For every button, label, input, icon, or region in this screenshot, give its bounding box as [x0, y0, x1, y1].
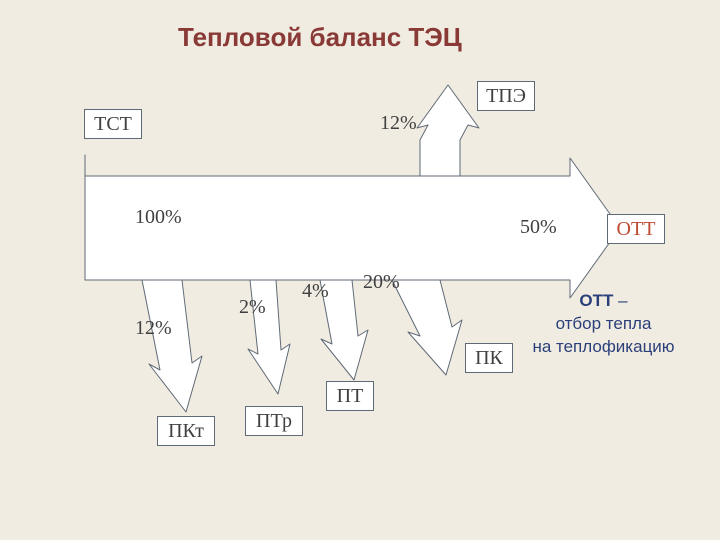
ott-caption-line2: отбор тепла: [556, 314, 652, 333]
box-pt: ПТ: [326, 381, 374, 411]
flow-label-20: 20%: [363, 272, 400, 292]
ott-caption-label: ОТТ: [579, 291, 613, 310]
box-pkt: ПКт: [157, 416, 215, 446]
ott-caption: ОТТ – отбор тепла на теплофикацию: [516, 290, 691, 359]
flow-label-2: 2%: [239, 297, 266, 317]
sankey-pk: [392, 280, 462, 375]
flow-label-50: 50%: [520, 217, 557, 237]
box-ptr: ПТр: [245, 406, 303, 436]
box-pk: ПК: [465, 343, 513, 373]
flow-label-100: 100%: [135, 207, 182, 227]
box-tpe: ТПЭ: [477, 81, 535, 111]
flow-label-12-dn: 12%: [135, 318, 172, 338]
box-tst: ТСТ: [84, 109, 142, 139]
sankey-tpe: [417, 85, 479, 176]
sankey-pkt: [142, 280, 202, 412]
ott-caption-dash: –: [613, 291, 627, 310]
ott-caption-line3: на теплофикацию: [532, 337, 674, 356]
box-ott: ОТТ: [607, 214, 665, 244]
flow-label-4: 4%: [302, 281, 329, 301]
flow-label-12-up: 12%: [380, 113, 417, 133]
sankey-diagram: [0, 0, 720, 540]
page-title: Тепловой баланс ТЭЦ: [178, 22, 462, 53]
